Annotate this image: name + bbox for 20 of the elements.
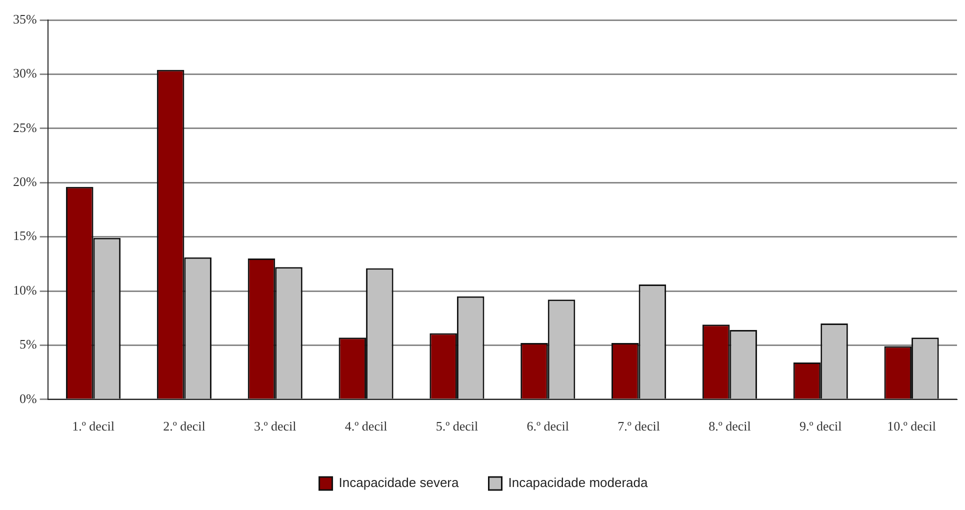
y-tick-label: 0% — [19, 390, 37, 406]
x-tick-label: 7.º decil — [618, 418, 660, 434]
y-tick-label: 20% — [12, 174, 37, 190]
x-tick-label: 1.º decil — [72, 418, 115, 434]
x-tick-label: 4.º decil — [344, 418, 388, 434]
y-tick-label: 15% — [12, 228, 37, 244]
y-tick-label: 30% — [12, 66, 37, 81]
y-tick-label: 5% — [19, 336, 37, 352]
y-tick-label: 35% — [12, 11, 37, 26]
x-tick-label: 10.º decil — [887, 418, 936, 434]
y-tick-label: 10% — [12, 282, 37, 298]
x-tick-label: 9.º decil — [799, 418, 842, 434]
x-tick-label: 3.º decil — [254, 418, 297, 434]
x-tick-label: 5.º decil — [436, 418, 478, 434]
x-tick-label: 6.º decil — [526, 418, 570, 434]
x-tick-label: 2.º decil — [163, 418, 206, 434]
legend-label: Incapacidade moderada — [508, 475, 648, 490]
legend-label: Incapacidade severa — [338, 475, 460, 490]
x-tick-label: 8.º decil — [708, 418, 752, 434]
y-tick-label: 25% — [12, 120, 37, 135]
